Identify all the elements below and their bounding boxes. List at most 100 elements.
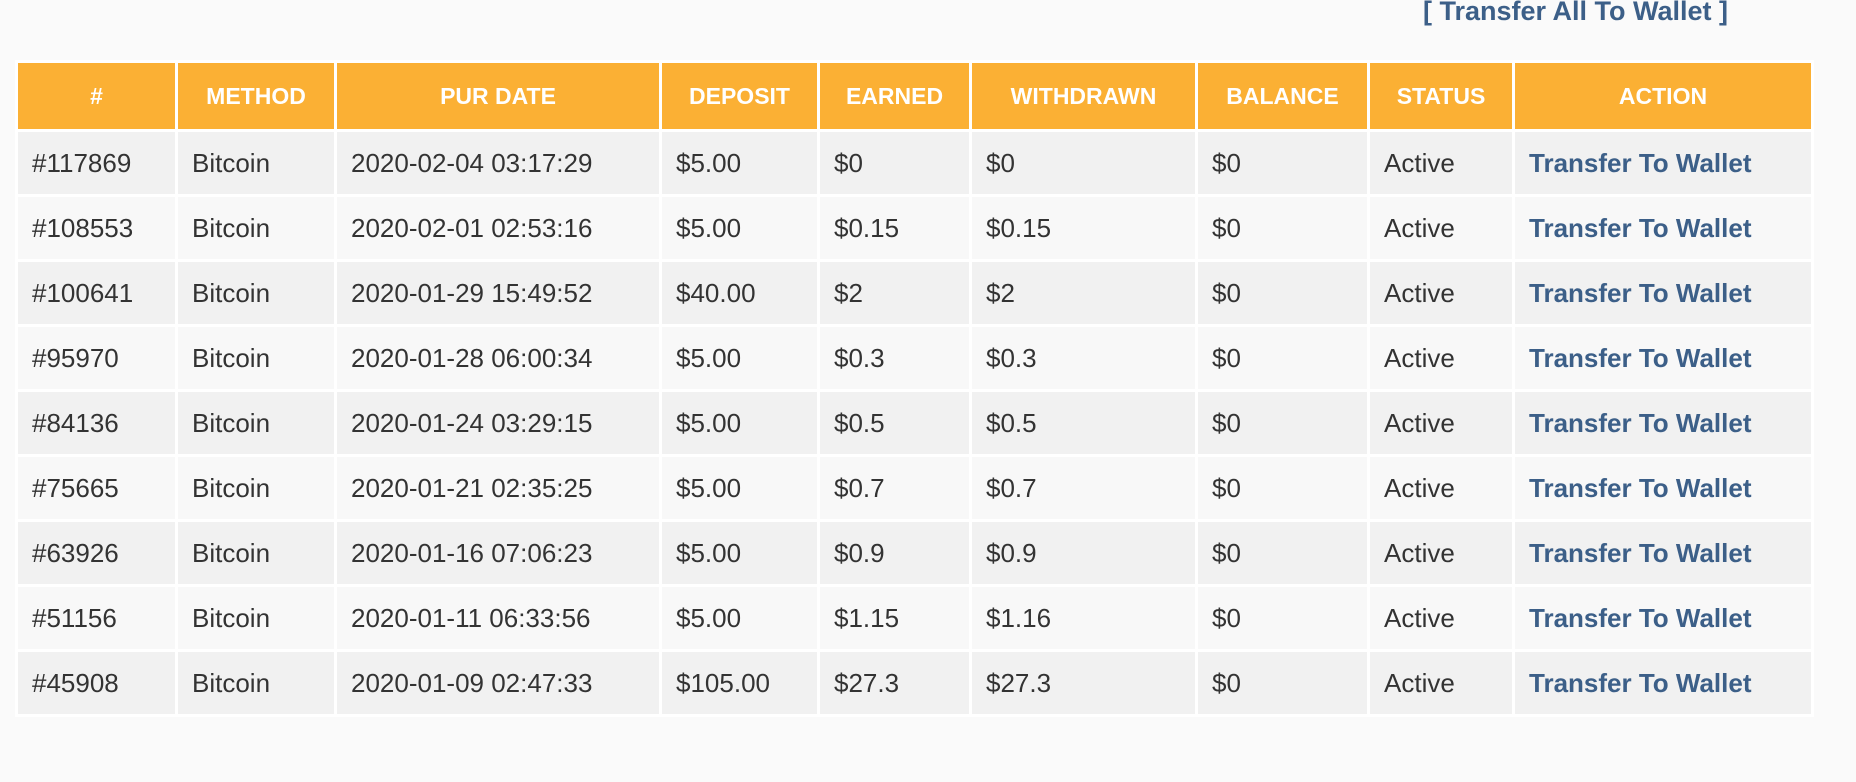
table-cell: $0.3	[969, 324, 1198, 392]
table-cell: #45908	[15, 649, 178, 717]
table-cell: $27.3	[817, 649, 972, 717]
table-cell: $2	[969, 259, 1198, 327]
column-header: ACTION	[1512, 60, 1814, 132]
table-cell: Active	[1367, 194, 1515, 262]
table-cell: Bitcoin	[175, 519, 337, 587]
column-header: STATUS	[1367, 60, 1515, 132]
table-cell: $0.15	[817, 194, 972, 262]
table-cell: $0	[1195, 519, 1370, 587]
table-cell: $1.15	[817, 584, 972, 652]
table-cell: Active	[1367, 454, 1515, 522]
table-cell: Bitcoin	[175, 129, 337, 197]
table-cell: $0.5	[817, 389, 972, 457]
table-row: #75665 Bitcoin 2020-01-21 02:35:25 $5.00 $0.…	[15, 454, 1814, 522]
table-cell: Active	[1367, 649, 1515, 717]
table-cell: $0.7	[817, 454, 972, 522]
deposits-table: # METHOD PUR DATE DEPOSIT EARNED WITHDRAWN BAL…	[15, 60, 1814, 717]
table-row: #117869 Bitcoin 2020-02-04 03:17:29 $5.00 $0…	[15, 129, 1814, 197]
table-cell: Bitcoin	[175, 194, 337, 262]
table-cell: $0	[969, 129, 1198, 197]
column-header: PUR DATE	[334, 60, 662, 132]
table-cell: 2020-01-21 02:35:25	[334, 454, 662, 522]
table-cell: $0.15	[969, 194, 1198, 262]
table-cell: #117869	[15, 129, 178, 197]
table-cell: $0	[1195, 389, 1370, 457]
table-cell: 2020-01-11 06:33:56	[334, 584, 662, 652]
table-cell: #95970	[15, 324, 178, 392]
table-cell: $0	[1195, 194, 1370, 262]
table-cell: $0.9	[969, 519, 1198, 587]
table-row: #63926 Bitcoin 2020-01-16 07:06:23 $5.00 $0.…	[15, 519, 1814, 587]
table-cell: Active	[1367, 129, 1515, 197]
table-cell: $5.00	[659, 324, 820, 392]
table-cell: $5.00	[659, 194, 820, 262]
table-cell: #108553	[15, 194, 178, 262]
table-cell: #51156	[15, 584, 178, 652]
table-cell: $0.7	[969, 454, 1198, 522]
header-row: # METHOD PUR DATE DEPOSIT EARNED WITHDRAWN BAL…	[15, 60, 1814, 132]
table-cell: $5.00	[659, 389, 820, 457]
table-cell: Bitcoin	[175, 324, 337, 392]
table-cell: Active	[1367, 389, 1515, 457]
table-cell: $5.00	[659, 584, 820, 652]
table-cell: $27.3	[969, 649, 1198, 717]
column-header: METHOD	[175, 60, 337, 132]
table-cell: $0.3	[817, 324, 972, 392]
table-row: #108553 Bitcoin 2020-02-01 02:53:16 $5.00 $0…	[15, 194, 1814, 262]
table-cell: $0	[817, 129, 972, 197]
column-header: #	[15, 60, 178, 132]
table-cell: #100641	[15, 259, 178, 327]
table-row: #95970 Bitcoin 2020-01-28 06:00:34 $5.00 $0.…	[15, 324, 1814, 392]
transfer-link[interactable]: Transfer To Wallet	[1512, 584, 1814, 652]
column-header: EARNED	[817, 60, 972, 132]
transfer-link[interactable]: Transfer To Wallet	[1512, 519, 1814, 587]
table-cell: $1.16	[969, 584, 1198, 652]
table-cell: Active	[1367, 324, 1515, 392]
table-cell: 2020-02-04 03:17:29	[334, 129, 662, 197]
transfer-link[interactable]: Transfer To Wallet	[1512, 454, 1814, 522]
table-cell: Bitcoin	[175, 454, 337, 522]
table-body: #117869 Bitcoin 2020-02-04 03:17:29 $5.00 $0…	[15, 129, 1814, 717]
table-cell: 2020-01-28 06:00:34	[334, 324, 662, 392]
transfer-all-link[interactable]: [ Transfer All To Wallet ]	[1422, 0, 1728, 26]
table-cell: $0	[1195, 454, 1370, 522]
table-cell: $0.5	[969, 389, 1198, 457]
transfer-link[interactable]: Transfer To Wallet	[1512, 194, 1814, 262]
table-cell: $0	[1195, 584, 1370, 652]
table-cell: $5.00	[659, 519, 820, 587]
table-cell: #84136	[15, 389, 178, 457]
table-cell: $0	[1195, 259, 1370, 327]
table-cell: #63926	[15, 519, 178, 587]
table-cell: Active	[1367, 259, 1515, 327]
table-cell: 2020-02-01 02:53:16	[334, 194, 662, 262]
transfer-link[interactable]: Transfer To Wallet	[1512, 389, 1814, 457]
transfer-link[interactable]: Transfer To Wallet	[1512, 649, 1814, 717]
table-row: #100641 Bitcoin 2020-01-29 15:49:52 $40.00 $…	[15, 259, 1814, 327]
table-cell: Bitcoin	[175, 649, 337, 717]
table-cell: $0	[1195, 129, 1370, 197]
table-cell: 2020-01-24 03:29:15	[334, 389, 662, 457]
table-cell: Bitcoin	[175, 584, 337, 652]
table-cell: #75665	[15, 454, 178, 522]
table-cell: Active	[1367, 519, 1515, 587]
table-cell: Bitcoin	[175, 389, 337, 457]
table-row: #51156 Bitcoin 2020-01-11 06:33:56 $5.00 $1.…	[15, 584, 1814, 652]
column-header: BALANCE	[1195, 60, 1370, 132]
transfer-link[interactable]: Transfer To Wallet	[1512, 324, 1814, 392]
table-cell: $5.00	[659, 129, 820, 197]
column-header: WITHDRAWN	[969, 60, 1198, 132]
table-cell: $2	[817, 259, 972, 327]
table-cell: Active	[1367, 584, 1515, 652]
table-cell: 2020-01-09 02:47:33	[334, 649, 662, 717]
table-cell: 2020-01-29 15:49:52	[334, 259, 662, 327]
table-row: #45908 Bitcoin 2020-01-09 02:47:33 $105.00 $…	[15, 649, 1814, 717]
table-row: #84136 Bitcoin 2020-01-24 03:29:15 $5.00 $0.…	[15, 389, 1814, 457]
table-cell: $40.00	[659, 259, 820, 327]
column-header: DEPOSIT	[659, 60, 820, 132]
transfer-link[interactable]: Transfer To Wallet	[1512, 259, 1814, 327]
table-cell: $0	[1195, 324, 1370, 392]
transfer-link[interactable]: Transfer To Wallet	[1512, 129, 1814, 197]
table-cell: 2020-01-16 07:06:23	[334, 519, 662, 587]
table-cell: $0	[1195, 649, 1370, 717]
